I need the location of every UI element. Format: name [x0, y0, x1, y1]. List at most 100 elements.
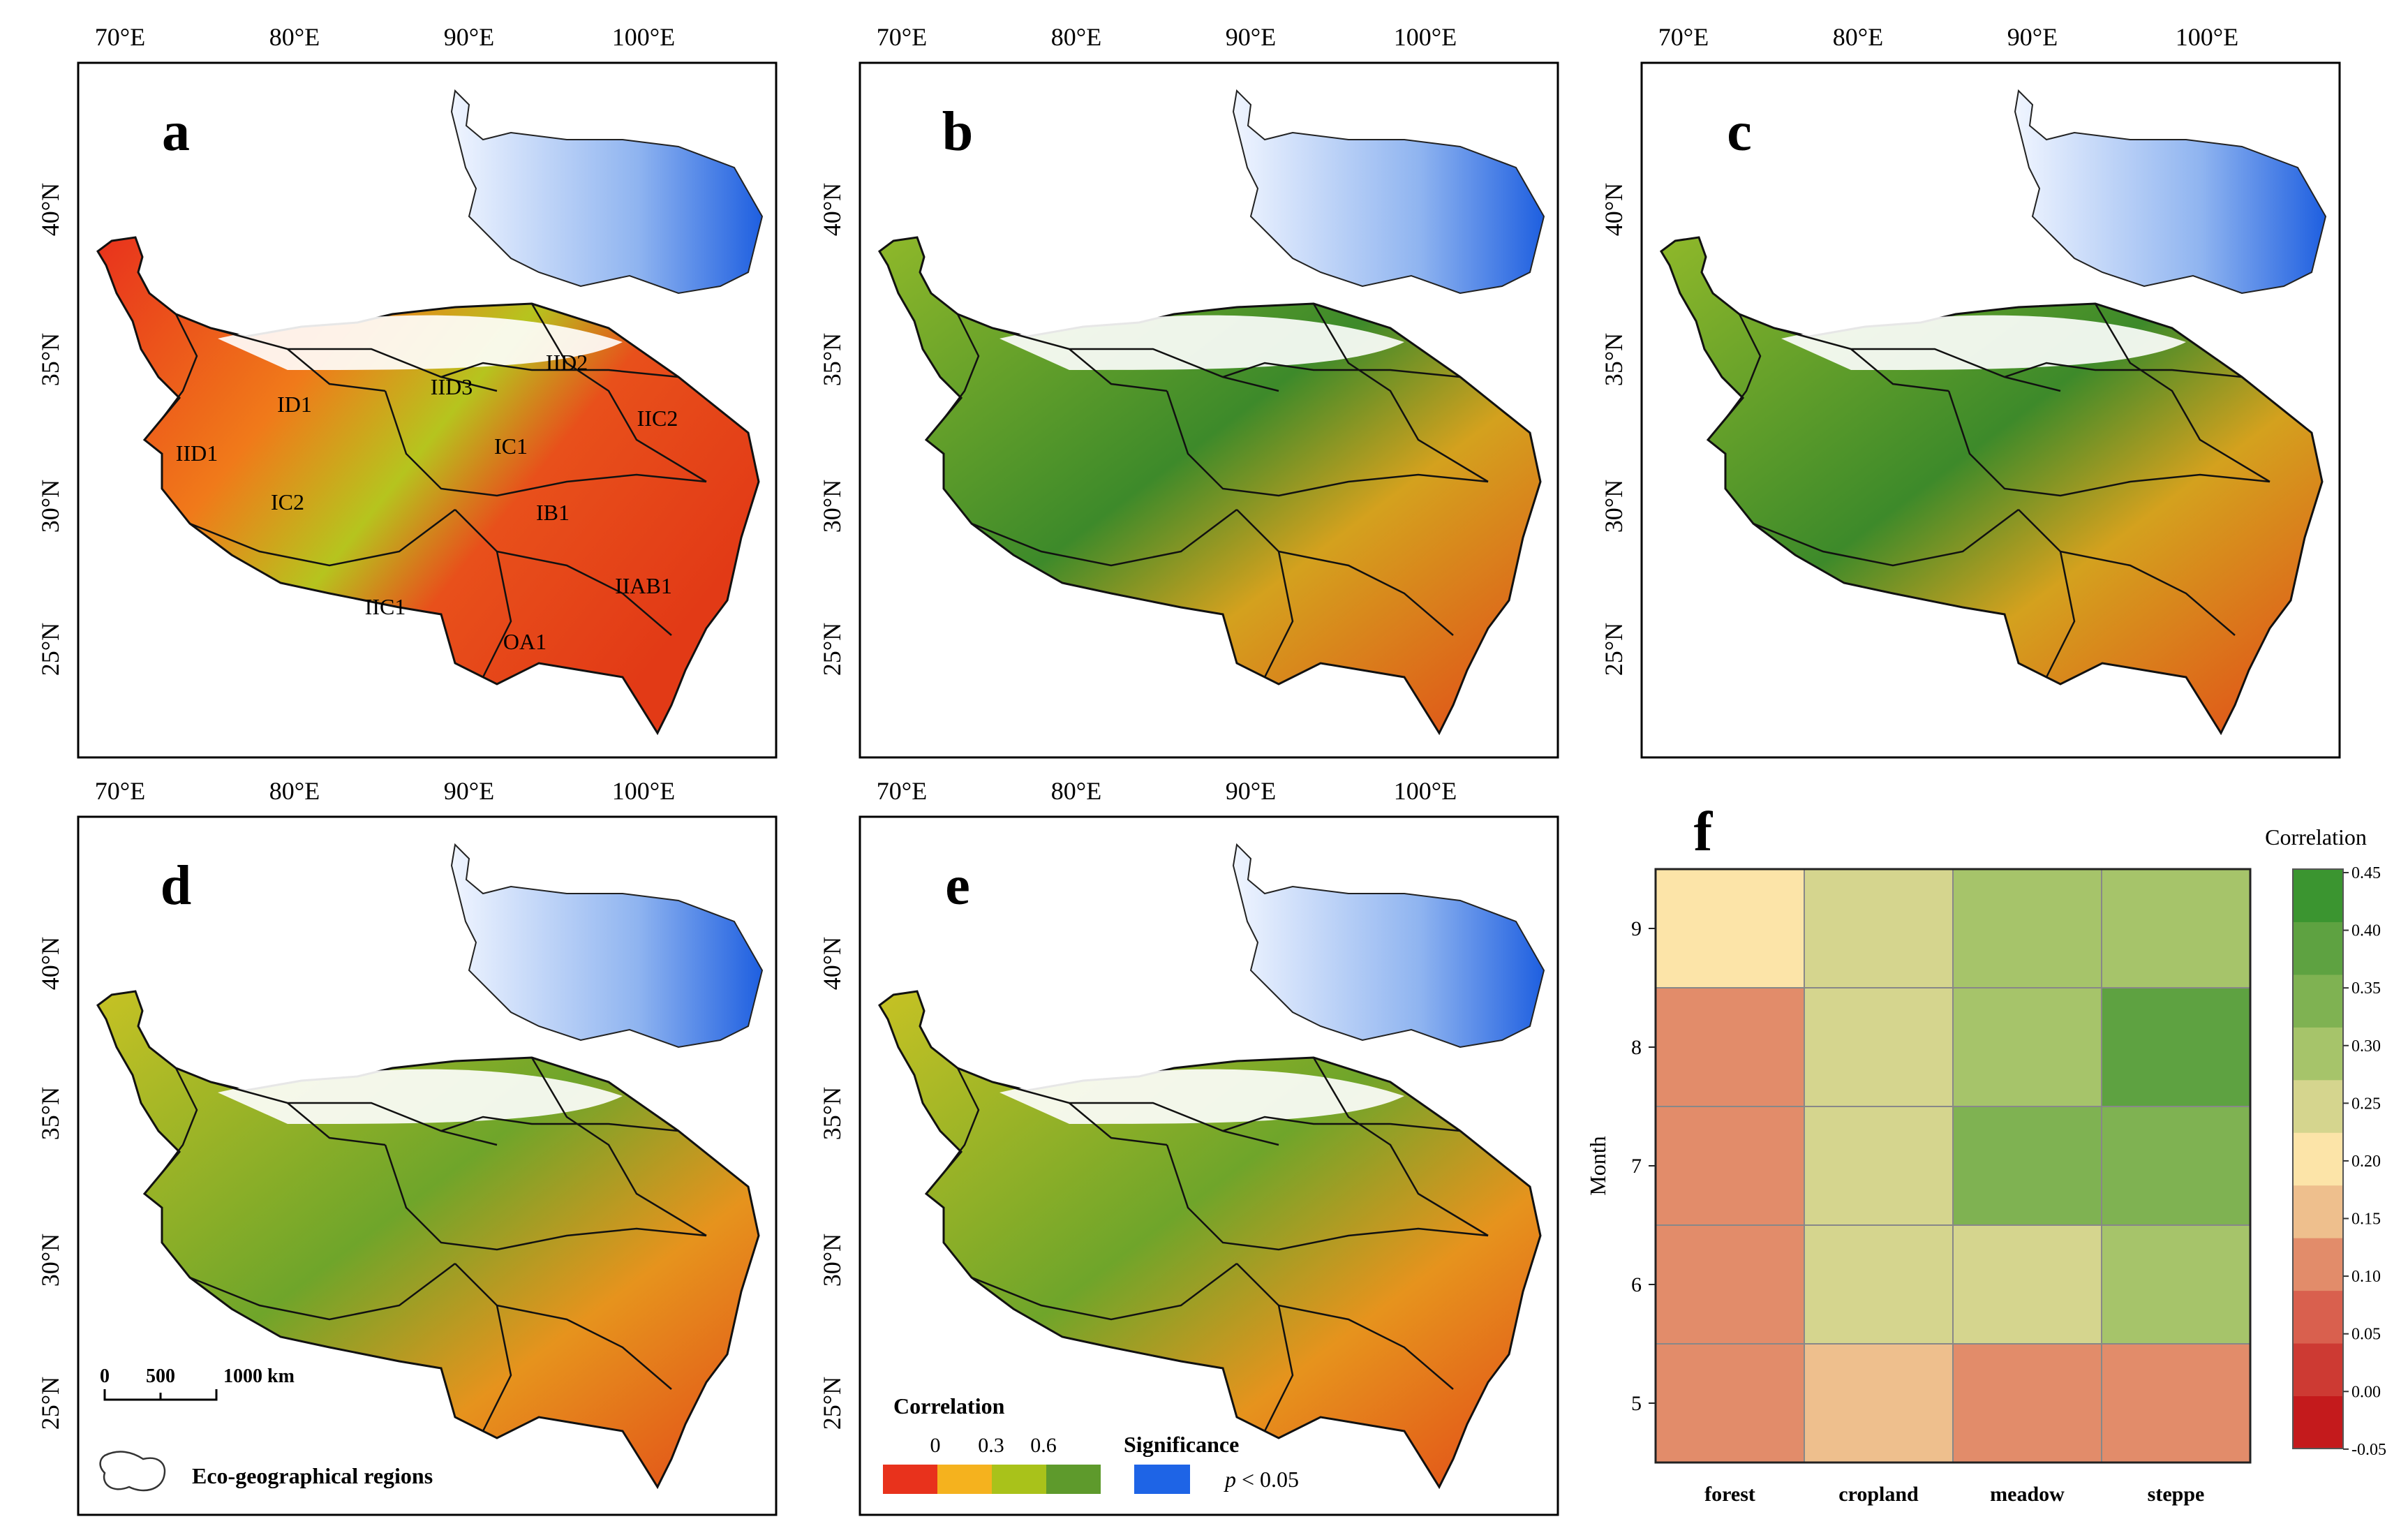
significance-legend-title: Significance — [1124, 1432, 1239, 1457]
region-boundary — [161, 313, 198, 420]
lon-label: 100°E — [612, 777, 675, 805]
map-panel-b: 70°E 80°E 90°E 100°E 40°N 35°N 30°N 25°N b — [818, 23, 1559, 759]
colorbar-tick-label: 0.00 — [2351, 1383, 2381, 1401]
lon-label: 80°E — [1051, 777, 1101, 805]
significance-legend-label: p < 0.05 — [1224, 1467, 1299, 1492]
lat-label: 30°N — [36, 480, 64, 533]
x-tick-label: cropland — [1838, 1483, 1919, 1506]
lon-label: 90°E — [1226, 777, 1276, 805]
significance-legend: Significance p < 0.05 — [1124, 1432, 1299, 1494]
lon-label: 80°E — [269, 777, 320, 805]
region-boundary — [482, 551, 512, 678]
region-boundary — [1312, 303, 1489, 483]
significance-inset — [1232, 843, 1545, 1049]
region-boundary — [287, 348, 386, 392]
region-boundary — [384, 390, 707, 497]
correlation-legend-swatch — [1046, 1465, 1101, 1494]
region-boundary — [189, 509, 456, 567]
heatmap-cell — [1804, 987, 1954, 1107]
lon-label: 70°E — [95, 23, 145, 51]
colorbar-segment — [2293, 1290, 2343, 1344]
region-label: IID3 — [431, 374, 473, 399]
heatmap-cell — [1655, 1224, 1805, 1345]
y-tick-label: 9 — [1631, 917, 1642, 940]
heatmap-cell — [1952, 987, 2102, 1107]
region-boundary — [1263, 1305, 1294, 1432]
panel-letter: a — [162, 101, 190, 163]
region-boundary — [1166, 1144, 1489, 1251]
region-boundary — [1753, 509, 2019, 567]
x-tick-label: steppe — [2148, 1483, 2205, 1506]
lat-label: 25°N — [36, 623, 64, 676]
colorbar-tick-label: 0.30 — [2351, 1037, 2381, 1056]
region-boundary — [2004, 362, 2243, 378]
y-tick-label: 6 — [1631, 1273, 1642, 1296]
map-panel-a: 70°E 80°E 90°E 100°E 40°N 35°N 30°N 25°N a IID2 II… — [36, 23, 778, 759]
colorbar-tick-label: 0.45 — [2351, 864, 2381, 882]
region-boundary — [992, 327, 1279, 392]
region-boundary — [1263, 551, 1294, 678]
region-boundary — [2018, 509, 2236, 636]
region-label: IC1 — [494, 434, 528, 459]
region-label: IIC1 — [365, 594, 406, 619]
heatmap-cell — [1804, 868, 1954, 988]
lat-label: 25°N — [818, 623, 846, 676]
lon-label: 90°E — [2007, 23, 2058, 51]
region-label: IIAB1 — [615, 573, 672, 598]
colorbar-tick-label: 0.20 — [2351, 1153, 2381, 1171]
lat-label: 35°N — [818, 333, 846, 386]
heatmap-panel-letter: f — [1694, 801, 1714, 863]
region-boundary — [210, 327, 498, 392]
region-boundary — [1069, 1102, 1168, 1146]
colorbar-segment — [2293, 1185, 2343, 1238]
colorbar-segment — [2293, 1395, 2343, 1449]
region-boundary — [1166, 390, 1489, 497]
colorbar-tick-label: 0.35 — [2351, 979, 2381, 998]
region-boundary — [189, 1263, 456, 1321]
colorbar-tick-label: 0.40 — [2351, 922, 2381, 940]
unvegetated-area — [218, 1069, 623, 1124]
region-boundary — [943, 313, 980, 420]
x-tick-label: forest — [1704, 1483, 1755, 1506]
region-boundary — [1774, 327, 2061, 392]
colorbar-segment — [2293, 1079, 2343, 1133]
scale-bar-label: 1000 km — [223, 1365, 295, 1387]
region-boundary — [943, 1067, 980, 1173]
region-boundary — [1069, 348, 1168, 392]
significance-inset — [2014, 89, 2327, 295]
region-boundary — [2045, 551, 2076, 678]
heatmap-cell — [1655, 868, 1805, 988]
lon-label: 100°E — [612, 23, 675, 51]
lat-label: 25°N — [1600, 623, 1628, 676]
lat-label: 35°N — [1600, 333, 1628, 386]
region-label: IIC2 — [637, 406, 678, 431]
panel-letter: b — [942, 101, 974, 163]
lon-label: 90°E — [444, 23, 494, 51]
lon-label: 90°E — [444, 777, 494, 805]
lon-label: 70°E — [877, 23, 927, 51]
lat-label: 35°N — [818, 1087, 846, 1140]
colorbar-segment — [2293, 1132, 2343, 1186]
region-label: ID1 — [277, 392, 312, 417]
lat-label: 35°N — [36, 1087, 64, 1140]
lat-label: 30°N — [818, 1234, 846, 1287]
panel-letter: c — [1727, 101, 1752, 163]
lat-label: 25°N — [818, 1377, 846, 1430]
heatmap-cell — [1952, 1343, 2102, 1463]
colorbar-segment — [2293, 1027, 2343, 1081]
region-boundary — [971, 1263, 1238, 1321]
colorbar-tick-label: 0.10 — [2351, 1268, 2381, 1286]
unvegetated-area — [218, 315, 623, 370]
lat-label: 30°N — [36, 1234, 64, 1287]
heatmap-cell — [2101, 868, 2251, 988]
lat-label: 30°N — [818, 480, 846, 533]
region-boundary — [1312, 1057, 1489, 1237]
lon-label: 80°E — [1833, 23, 1883, 51]
region-boundary — [2094, 303, 2270, 483]
heatmap-cell — [1804, 1106, 1954, 1226]
region-boundary — [971, 509, 1238, 567]
colorbar-segment — [2293, 1238, 2343, 1291]
heatmap-cell — [1952, 1224, 2102, 1345]
heatmap-cell — [2101, 1224, 2251, 1345]
